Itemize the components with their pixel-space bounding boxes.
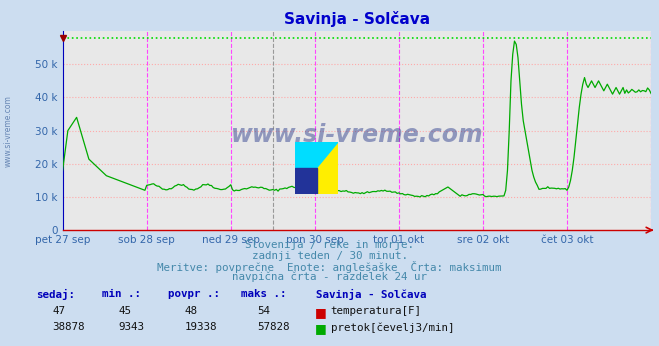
Text: ■: ■ [315, 306, 327, 319]
Text: 38878: 38878 [53, 322, 85, 333]
Polygon shape [295, 168, 316, 194]
Text: www.si-vreme.com: www.si-vreme.com [231, 122, 483, 147]
Text: Slovenija / reke in morje.: Slovenija / reke in morje. [245, 240, 414, 251]
Text: 45: 45 [119, 306, 132, 316]
Text: Meritve: povprečne  Enote: anglešaške  Črta: maksimum: Meritve: povprečne Enote: anglešaške Črt… [158, 261, 501, 273]
Text: 47: 47 [53, 306, 66, 316]
Polygon shape [295, 142, 338, 194]
Text: temperatura[F]: temperatura[F] [331, 306, 422, 316]
Polygon shape [295, 142, 338, 194]
Text: 9343: 9343 [119, 322, 144, 333]
Text: ■: ■ [315, 322, 327, 336]
Text: 19338: 19338 [185, 322, 217, 333]
Text: 48: 48 [185, 306, 198, 316]
Text: 54: 54 [257, 306, 270, 316]
Text: 57828: 57828 [257, 322, 289, 333]
Text: maks .:: maks .: [241, 289, 286, 299]
Text: zadnji teden / 30 minut.: zadnji teden / 30 minut. [252, 251, 407, 261]
Text: Savinja - Solčava: Savinja - Solčava [316, 289, 427, 300]
Title: Savinja - Solčava: Savinja - Solčava [284, 11, 430, 27]
Text: sedaj:: sedaj: [36, 289, 75, 300]
Text: povpr .:: povpr .: [168, 289, 220, 299]
Text: pretok[čevelj3/min]: pretok[čevelj3/min] [331, 322, 454, 333]
Text: min .:: min .: [102, 289, 141, 299]
Text: www.si-vreme.com: www.si-vreme.com [3, 95, 13, 167]
Text: navpična črta - razdelek 24 ur: navpična črta - razdelek 24 ur [232, 272, 427, 282]
